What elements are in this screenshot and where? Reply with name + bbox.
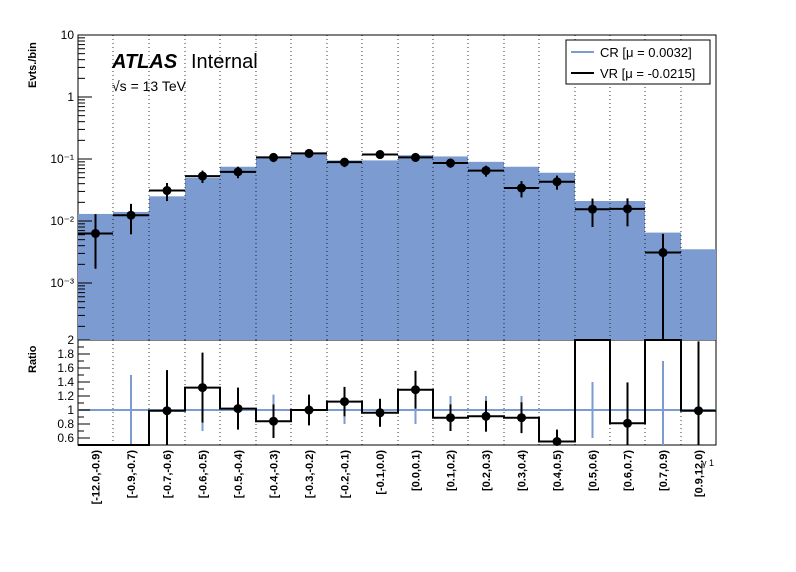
energy-label: √s = 13 TeV bbox=[112, 78, 187, 94]
x-tick-label: [0.6,0.7) bbox=[623, 450, 635, 491]
vr-point bbox=[481, 166, 491, 176]
legend-vr-label: VR [μ = -0.0215] bbox=[600, 66, 695, 81]
ratio-vr-point bbox=[481, 411, 491, 421]
ratio-vr-point bbox=[233, 404, 243, 414]
main-y-tick-label: 1 bbox=[67, 90, 74, 104]
cr-bar bbox=[185, 177, 220, 340]
cr-bar bbox=[327, 160, 362, 340]
internal-label: Internal bbox=[191, 51, 258, 73]
cr-bar bbox=[362, 160, 398, 340]
ratio-y-tick-label: 2 bbox=[67, 333, 74, 347]
x-tick-label: [-0.2,-0.1) bbox=[340, 450, 352, 499]
vr-point bbox=[126, 210, 136, 220]
main-y-tick-label: 10⁻³ bbox=[50, 276, 74, 290]
ratio-vr-point bbox=[198, 383, 207, 393]
ratio-vr-series bbox=[78, 339, 716, 446]
main-y-tick-label: 10 bbox=[61, 28, 75, 42]
vr-point bbox=[552, 177, 562, 187]
vr-point bbox=[375, 150, 385, 160]
ratio-vr-point bbox=[446, 413, 455, 423]
cr-bar bbox=[149, 196, 185, 340]
ratio-vr-point bbox=[694, 406, 703, 416]
x-tick-label: [-0.4,-0.3) bbox=[269, 450, 281, 499]
legend-cr-label: CR [μ = 0.0032] bbox=[600, 45, 692, 60]
main-y-tick-label: 10⁻¹ bbox=[50, 152, 74, 166]
vr-point bbox=[658, 248, 668, 258]
ratio-vr-point bbox=[375, 408, 385, 418]
x-tick-label: [0.3,0.4) bbox=[517, 450, 529, 491]
legend: CR [μ = 0.0032] VR [μ = -0.0215] bbox=[565, 39, 711, 85]
x-tick-label: [-0.1,0.0) bbox=[375, 450, 387, 495]
x-tick-label: [-12.0,-0.9) bbox=[91, 450, 103, 505]
ratio-y-tick-label: 0.8 bbox=[57, 417, 74, 431]
atlas-label: ATLAS bbox=[111, 51, 178, 73]
x-tick-label: [-0.7,-0.6) bbox=[162, 450, 174, 499]
main-ylabel: Evts./bin bbox=[27, 42, 39, 88]
x-tick-label: [0.5,0.6) bbox=[588, 450, 600, 491]
ratio-vr-point bbox=[304, 405, 314, 415]
x-tick-label: [0.7,0.9) bbox=[658, 450, 670, 491]
ratio-ylabel: Ratio bbox=[27, 345, 39, 373]
ratio-vr-point bbox=[517, 413, 526, 423]
vr-point bbox=[269, 152, 278, 162]
ratio-y-tick-label: 1.6 bbox=[57, 361, 74, 375]
cr-bar bbox=[220, 166, 256, 340]
ratio-y-tick-label: 0.6 bbox=[57, 431, 74, 445]
vr-point bbox=[91, 228, 100, 238]
vr-point bbox=[411, 152, 420, 162]
cr-histogram bbox=[78, 154, 716, 340]
ratio-vr-point bbox=[162, 406, 172, 416]
axis-ticks: 10110⁻¹10⁻²10⁻³21.81.61.41.210.80.6[-12.… bbox=[50, 28, 705, 504]
cr-bar bbox=[433, 156, 468, 340]
ratio-y-tick-label: 1.2 bbox=[57, 389, 74, 403]
x-tick-label: [-0.5,-0.4) bbox=[233, 450, 245, 499]
x-tick-label: [-0.6,-0.5) bbox=[198, 450, 210, 499]
legend-box bbox=[565, 39, 711, 85]
cr-bar bbox=[468, 161, 504, 340]
ratio-vr-point bbox=[411, 385, 420, 395]
cr-bar bbox=[681, 249, 716, 340]
vr-point bbox=[623, 204, 632, 214]
vr-point bbox=[233, 167, 243, 177]
ratio-vr-point bbox=[269, 416, 278, 426]
ratio-y-tick-label: 1 bbox=[67, 403, 74, 417]
vr-point bbox=[198, 171, 207, 181]
vr-point bbox=[446, 158, 455, 168]
x-tick-label: [0.4,0.5) bbox=[552, 450, 564, 491]
ratio-y-tick-label: 1.4 bbox=[57, 375, 74, 389]
cr-bar bbox=[539, 172, 575, 340]
x-tick-label: [-0.9,-0.7) bbox=[126, 450, 138, 499]
x-tick-label: [0.0,0.1) bbox=[411, 450, 423, 491]
x-tick-label: [0.1,0.2) bbox=[446, 450, 458, 491]
cr-bar bbox=[398, 155, 433, 340]
x-tick-label: [0.2,0.3) bbox=[481, 450, 493, 491]
vr-point bbox=[304, 148, 314, 158]
vr-point bbox=[340, 157, 349, 167]
cr-bar bbox=[256, 157, 291, 340]
ratio-vr-step bbox=[78, 339, 716, 446]
ratio-vr-point bbox=[552, 437, 562, 446]
ratio-y-tick-label: 1.8 bbox=[57, 347, 74, 361]
x-tick-label: [-0.3,-0.2) bbox=[304, 450, 316, 499]
ratio-vr-point bbox=[623, 418, 632, 428]
main-y-tick-label: 10⁻² bbox=[50, 214, 74, 228]
ratio-vr-point bbox=[340, 397, 349, 407]
vr-series bbox=[78, 148, 681, 340]
vr-point bbox=[162, 186, 172, 196]
x-axis-label: γ 1 bbox=[702, 458, 714, 468]
x-tick-label: [0.9,12.0) bbox=[694, 450, 706, 497]
vr-point bbox=[517, 183, 526, 193]
cr-bar bbox=[291, 154, 327, 340]
vr-point bbox=[588, 204, 597, 214]
